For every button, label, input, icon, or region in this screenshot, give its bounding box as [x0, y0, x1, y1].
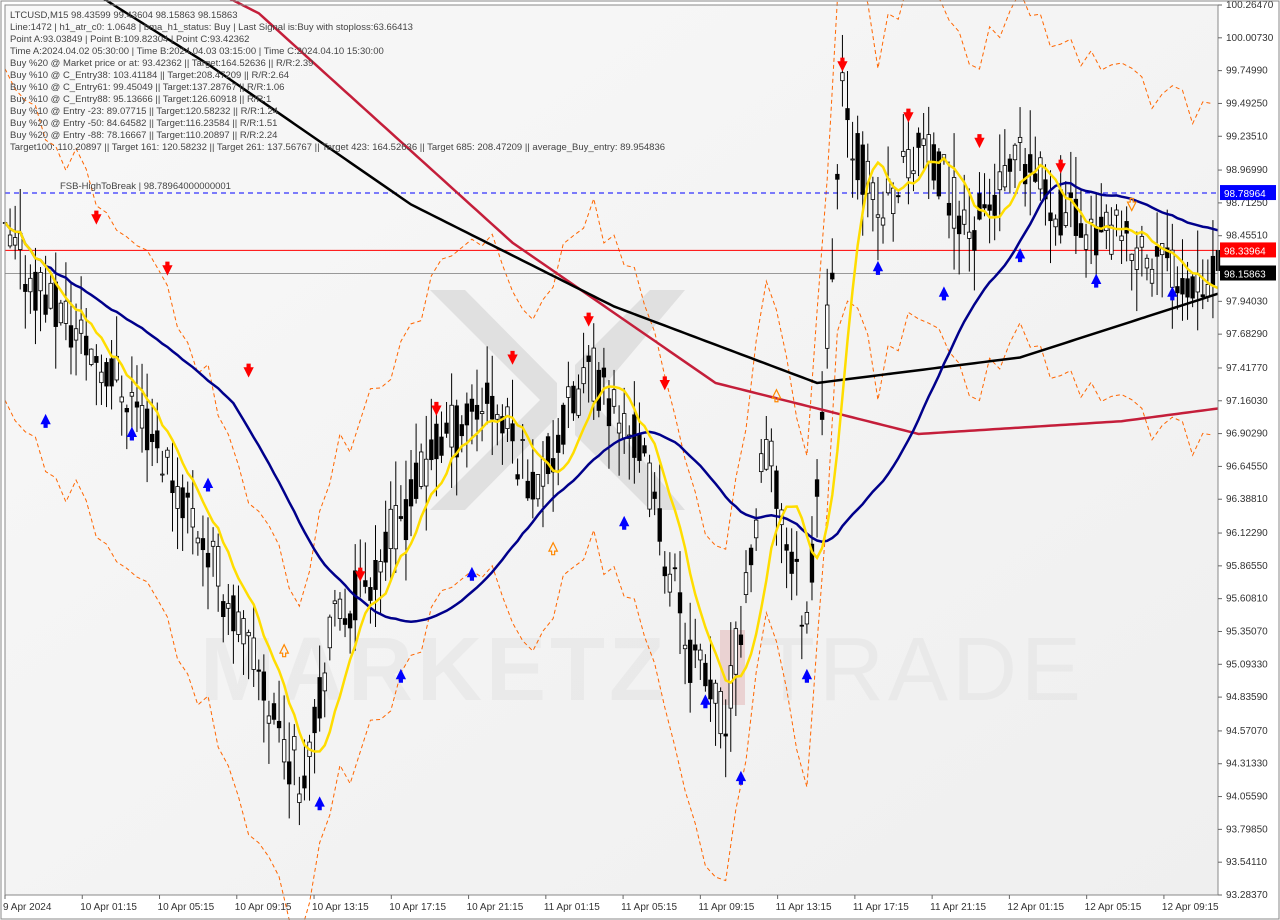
- svg-text:MARKETZ: MARKETZ: [200, 620, 668, 720]
- svg-text:99.74990: 99.74990: [1226, 66, 1268, 77]
- svg-text:94.57070: 94.57070: [1226, 726, 1268, 737]
- svg-text:Buy %20 @ Entry -50: 84.64582: Buy %20 @ Entry -50: 84.64582 || Target:…: [10, 118, 277, 129]
- svg-text:93.54110: 93.54110: [1226, 857, 1267, 868]
- svg-text:98.45510: 98.45510: [1226, 231, 1268, 242]
- svg-text:99.23510: 99.23510: [1226, 131, 1268, 142]
- svg-text:95.60810: 95.60810: [1226, 594, 1268, 605]
- svg-text:12 Apr 09:15: 12 Apr 09:15: [1162, 902, 1219, 913]
- svg-text:96.64550: 96.64550: [1226, 461, 1268, 472]
- svg-text:96.12290: 96.12290: [1226, 528, 1268, 539]
- svg-text:96.38810: 96.38810: [1226, 494, 1268, 505]
- svg-text:98.96990: 98.96990: [1226, 165, 1268, 176]
- svg-text:Buy %10 @ C_Entry61: 99.45049: Buy %10 @ C_Entry61: 99.45049 || Target:…: [10, 82, 284, 93]
- svg-text:12 Apr 01:15: 12 Apr 01:15: [1007, 902, 1064, 913]
- svg-text:98.33964: 98.33964: [1224, 246, 1266, 257]
- svg-text:Line:1472 | h1_atr_c0: 1.0648: Line:1472 | h1_atr_c0: 1.0648 | bma_h1_s…: [10, 22, 413, 33]
- svg-text:FSB-HighToBreak | 98.789640000: FSB-HighToBreak | 98.78964000000001: [60, 181, 231, 192]
- svg-text:12 Apr 05:15: 12 Apr 05:15: [1085, 902, 1142, 913]
- svg-text:10 Apr 05:15: 10 Apr 05:15: [158, 902, 215, 913]
- svg-text:10 Apr 21:15: 10 Apr 21:15: [467, 902, 524, 913]
- svg-text:94.05590: 94.05590: [1226, 792, 1268, 803]
- svg-text:93.79850: 93.79850: [1226, 824, 1268, 835]
- svg-text:11 Apr 09:15: 11 Apr 09:15: [698, 902, 754, 913]
- svg-text:10 Apr 13:15: 10 Apr 13:15: [312, 902, 369, 913]
- svg-text:93.28370: 93.28370: [1226, 890, 1268, 901]
- svg-text:11 Apr 17:15: 11 Apr 17:15: [853, 902, 909, 913]
- svg-text:Buy %20 @ Entry -88: 78.16667: Buy %20 @ Entry -88: 78.16667 || Target:…: [10, 130, 277, 141]
- svg-text:11 Apr 01:15: 11 Apr 01:15: [544, 902, 600, 913]
- svg-text:Buy %10 @ C_Entry38: 103.41184: Buy %10 @ C_Entry38: 103.41184 || Target…: [10, 70, 289, 81]
- svg-text:95.35070: 95.35070: [1226, 626, 1268, 637]
- svg-text:Point A:93.03849 | Point B:109: Point A:93.03849 | Point B:109.82304 | P…: [10, 34, 249, 45]
- svg-text:Buy %20 @ Market price or at:: Buy %20 @ Market price or at: 93.42362 |…: [10, 58, 313, 69]
- svg-text:95.09330: 95.09330: [1226, 659, 1268, 670]
- svg-text:97.16030: 97.16030: [1226, 396, 1268, 407]
- svg-text:Time A:2024.04.02 05:30:00 | T: Time A:2024.04.02 05:30:00 | Time B:2024…: [10, 46, 384, 57]
- svg-text:98.78964: 98.78964: [1224, 189, 1266, 200]
- svg-text:11 Apr 05:15: 11 Apr 05:15: [621, 902, 677, 913]
- chart-container: MARKETZ TRADE FSB-HighToBreak | 98.7896400…: [0, 0, 1280, 920]
- svg-text:96.90290: 96.90290: [1226, 429, 1268, 440]
- svg-text:94.31330: 94.31330: [1226, 759, 1268, 770]
- svg-text:97.68290: 97.68290: [1226, 329, 1268, 340]
- svg-text:11 Apr 13:15: 11 Apr 13:15: [776, 902, 832, 913]
- svg-text:Target100: 110.20897 || Target: Target100: 110.20897 || Target 161: 120.…: [10, 142, 665, 153]
- svg-text:100.00730: 100.00730: [1226, 33, 1274, 44]
- svg-text:9 Apr 2024: 9 Apr 2024: [3, 902, 52, 913]
- svg-text:10 Apr 09:15: 10 Apr 09:15: [235, 902, 292, 913]
- svg-text:11 Apr 21:15: 11 Apr 21:15: [930, 902, 986, 913]
- svg-text:10 Apr 17:15: 10 Apr 17:15: [389, 902, 446, 913]
- svg-text:10 Apr 01:15: 10 Apr 01:15: [80, 902, 137, 913]
- svg-text:LTCUSD,M15 98.43599 99.43604 9: LTCUSD,M15 98.43599 99.43604 98.15863 98…: [10, 10, 237, 21]
- svg-text:Buy %10 @ C_Entry88: 95.13666: Buy %10 @ C_Entry88: 95.13666 || Target:…: [10, 94, 271, 105]
- svg-text:97.94030: 97.94030: [1226, 296, 1268, 307]
- chart-svg[interactable]: MARKETZ TRADE FSB-HighToBreak | 98.7896400…: [0, 0, 1280, 920]
- svg-text:Buy %10 @ Entry -23: 89.07715: Buy %10 @ Entry -23: 89.07715 || Target:…: [10, 106, 278, 117]
- svg-text:100.26470: 100.26470: [1226, 0, 1274, 11]
- svg-text:97.41770: 97.41770: [1226, 363, 1268, 374]
- svg-text:TRADE: TRADE: [760, 620, 1085, 720]
- svg-text:98.15863: 98.15863: [1224, 270, 1266, 281]
- svg-text:99.49250: 99.49250: [1226, 98, 1268, 109]
- svg-text:94.83590: 94.83590: [1226, 692, 1268, 703]
- svg-text:95.86550: 95.86550: [1226, 561, 1268, 572]
